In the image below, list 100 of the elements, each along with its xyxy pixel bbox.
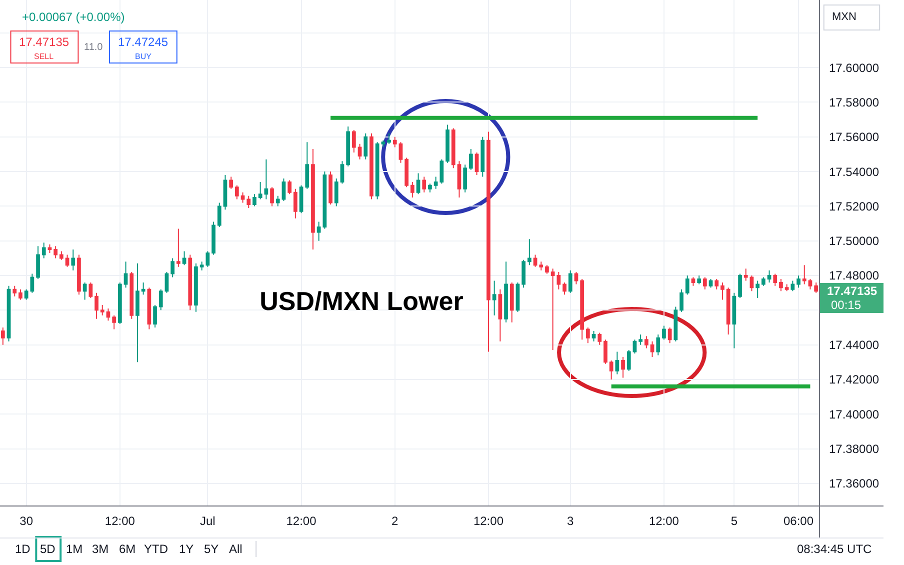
candlestick [802, 264, 806, 285]
y-tick-label: 17.58000 [829, 95, 880, 110]
candlestick [217, 202, 222, 228]
candlestick [136, 262, 140, 363]
text: 17.47135 [827, 284, 878, 298]
candlestick [176, 228, 180, 268]
candlestick [153, 304, 157, 328]
x-tick-label: 30 [20, 514, 34, 528]
candlestick [410, 181, 414, 198]
candlestick [604, 339, 608, 364]
candlestick [468, 148, 473, 170]
candlestick [756, 280, 760, 299]
candlestick [592, 330, 596, 342]
annotation: +0.00067 (+0.00%) [22, 10, 125, 24]
candlestick [598, 332, 602, 346]
y-tick-label: 17.52000 [829, 199, 880, 214]
candlestick [498, 288, 502, 342]
candlestick [744, 268, 748, 282]
candlestick [212, 221, 216, 256]
candlestick [48, 244, 52, 254]
candlestick [539, 261, 544, 271]
candlestick [293, 188, 298, 219]
candlestick [182, 250, 186, 266]
text: 00:15 [831, 298, 862, 312]
candlestick [516, 282, 520, 312]
text: All [229, 542, 242, 556]
candlestick [305, 142, 310, 190]
x-tick-label: 12:00 [648, 514, 680, 528]
candlestick [533, 254, 538, 268]
text: 1M [66, 542, 83, 556]
candlestick [88, 282, 93, 299]
candlestick [697, 275, 702, 285]
candlestick [194, 262, 198, 312]
candlestick [404, 157, 409, 188]
candlestick [36, 246, 40, 280]
candlestick [141, 282, 146, 296]
candlestick [328, 171, 332, 205]
y-tick-label: 17.38000 [829, 442, 880, 456]
candlestick [457, 160, 462, 198]
candlestick [54, 246, 58, 259]
candlestick [164, 272, 169, 294]
candlestick [650, 340, 654, 358]
candlestick [504, 261, 508, 323]
candlestick [726, 287, 730, 335]
candlestick [732, 292, 736, 349]
candlestick [662, 325, 666, 340]
candlestick [112, 314, 116, 330]
candlestick [621, 356, 625, 378]
x-tick-label: 12:00 [473, 514, 504, 528]
candlestick [574, 272, 578, 285]
candlestick [118, 282, 122, 325]
candlestick [370, 132, 374, 200]
candlestick [288, 180, 292, 195]
annotation: 11.0 [84, 42, 104, 53]
x-tick-label: 12:00 [286, 514, 317, 528]
x-tick-label: 5 [730, 514, 738, 528]
candlestick [282, 178, 286, 202]
candlestick [674, 306, 678, 342]
candlestick [106, 308, 110, 322]
candlestick [796, 275, 800, 288]
candlestick [586, 327, 590, 344]
candlestick [240, 192, 245, 204]
text: MXN [832, 11, 856, 23]
y-tick-label: 17.36000 [829, 476, 880, 491]
candlestick [761, 276, 766, 286]
candlestick [158, 288, 163, 311]
candlestick [615, 351, 620, 375]
y-tick-label: 17.44000 [829, 338, 880, 352]
x-tick-label: 3 [567, 514, 574, 528]
candlestick [480, 136, 485, 178]
candlestick [416, 172, 420, 195]
candlestick [773, 273, 778, 286]
candlestick [463, 164, 468, 193]
candlestick [668, 327, 672, 344]
candlestick [0, 327, 5, 346]
candlestick [340, 160, 344, 184]
candlestick [790, 280, 795, 292]
candlestick [130, 272, 134, 320]
candlestick [229, 176, 234, 190]
candlestick [779, 278, 783, 292]
candlestick [545, 264, 549, 274]
candlestick [352, 129, 356, 153]
y-tick-label: 17.56000 [829, 130, 880, 144]
candlestick [814, 282, 818, 294]
text: 1Y [179, 542, 194, 556]
candlestick [422, 176, 426, 193]
candlestick [234, 184, 239, 200]
candlestick [398, 142, 403, 164]
candlestick [170, 258, 175, 278]
annotation: BUY [135, 52, 152, 61]
candlestick [738, 273, 742, 299]
candlestick [446, 124, 450, 164]
y-tick-label: 17.54000 [829, 164, 880, 179]
candlestick [808, 278, 812, 290]
text: 5D [40, 542, 56, 556]
candlestick [708, 278, 713, 288]
text: 1D [15, 542, 31, 556]
text: USD/MXN Lower [260, 286, 464, 316]
candlestick [147, 287, 152, 330]
candlestick [784, 284, 789, 292]
